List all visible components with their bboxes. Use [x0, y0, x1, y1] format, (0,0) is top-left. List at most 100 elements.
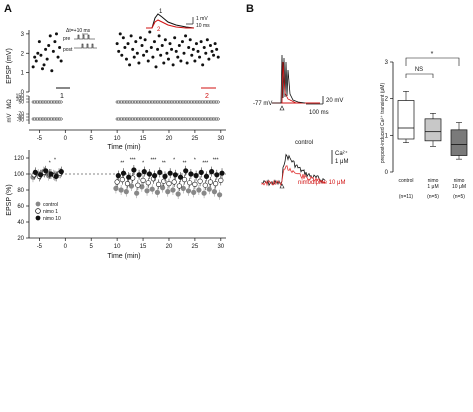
- epsp-mv-point: [198, 55, 202, 59]
- epsp-mv-point: [154, 65, 158, 69]
- epsp-pct-legend: control nimo 1 nimo 10: [35, 201, 61, 222]
- point-nimo-1: [161, 178, 167, 184]
- epsp-mv-point: [151, 55, 155, 59]
- epsp-pct-x-tick-label: 0: [64, 244, 68, 250]
- epsp-mv-point: [177, 44, 181, 47]
- sig-mark: ***: [202, 160, 208, 166]
- epsp-mv-point: [193, 59, 197, 63]
- vm-trace-nimo: [281, 61, 297, 104]
- epsp-mv-point: [157, 34, 161, 38]
- epsp-mv-point: [134, 40, 138, 44]
- epsp-mv-point: [187, 45, 191, 49]
- epsp-mv-point: [215, 47, 219, 51]
- point-nimo-10: [37, 172, 44, 178]
- epsp-mv-ytick-label: 2: [21, 51, 25, 57]
- point-nimo-10: [115, 173, 121, 179]
- point-nimo-10: [53, 173, 59, 179]
- epsp-mv-point: [146, 59, 150, 63]
- epsp-pct-x-tick-label: 15: [140, 244, 147, 250]
- epsp-percent-chart: EPSP (%) 20 40 60 80 100 120 -5 0 5 10 15 20 25 30 *…: [6, 150, 226, 260]
- epsp-mv-ytick-label: 3: [21, 32, 25, 38]
- epsp-mv-point: [140, 44, 144, 47]
- epsp-traces-inset: 1 2 1 mV 10 ms: [146, 9, 210, 33]
- boxplot-yticks: 0 1 2 3: [385, 60, 393, 176]
- a-top-x-tick-label: 15: [140, 136, 147, 142]
- rm-point: [216, 100, 220, 104]
- rm-unit-label: MΩ: [7, 99, 13, 109]
- point-nimo-10: [146, 171, 153, 177]
- point-nimo-1: [197, 178, 203, 184]
- rm-point: [59, 100, 63, 104]
- legend-control-swatch: [35, 201, 41, 207]
- sig-label: *: [431, 51, 434, 58]
- rm-vm-tick-label: -90: [17, 118, 24, 124]
- legend-control: control: [43, 202, 58, 208]
- ca-trace-control: [261, 153, 326, 187]
- a-top-x-tick-label: -5: [37, 136, 43, 142]
- epsp-mv-point: [53, 40, 57, 44]
- epsp-mv-ytick-label: 1: [21, 71, 25, 77]
- inset-post-label: post: [63, 47, 73, 53]
- epsp-mv-point: [212, 53, 216, 57]
- epsp-mv-point: [51, 49, 55, 53]
- epsp-mv-point: [50, 69, 54, 73]
- epsp-mv-point: [143, 38, 147, 42]
- legend-nimo10-swatch: [35, 215, 41, 221]
- sig-bracket: [405, 57, 460, 66]
- point-control: [191, 189, 197, 195]
- boxplot-n-label: (n=5): [427, 194, 439, 200]
- epsp-mv-point: [54, 32, 58, 36]
- sig-mark: **: [120, 160, 124, 166]
- point-nimo-10: [198, 169, 204, 175]
- vm-trace: [272, 54, 306, 104]
- point-control: [201, 190, 207, 196]
- epsp-mv-point: [129, 34, 133, 38]
- epsp-mv-point: [37, 40, 41, 44]
- ns-bracket: [405, 73, 434, 78]
- epsp-mv-point: [47, 44, 51, 47]
- vrest-label: -77 mV: [253, 101, 272, 107]
- boxplot-group-sub: 10 μM: [452, 184, 466, 190]
- point-control: [118, 187, 124, 193]
- epsp-pct-ylabel: EPSP (%): [6, 184, 13, 215]
- sig-mark: *: [49, 160, 51, 166]
- epsp-mv-point: [188, 38, 192, 42]
- point-control: [128, 183, 135, 189]
- significance-marks: * * ** *** * *** ** * ** * *** ***: [49, 157, 219, 166]
- epsp-mv-point: [196, 49, 200, 53]
- point-nimo-1: [181, 177, 188, 183]
- sig-mark: ***: [130, 157, 136, 163]
- epsp-pct-points: [30, 165, 225, 200]
- epsp-mv-point: [148, 30, 152, 34]
- epsp-mv-point: [152, 40, 156, 44]
- epsp-pct-x-tick-label: 20: [166, 244, 173, 250]
- rm-vm-tick-label: 100: [16, 97, 25, 103]
- epsp-mv-point: [202, 45, 206, 49]
- point-nimo-10: [219, 170, 225, 176]
- epsp-mv-point: [42, 63, 46, 67]
- point-nimo-1: [166, 181, 172, 187]
- point-control: [196, 187, 202, 193]
- epsp-mv-point: [194, 42, 198, 46]
- point-nimo-1: [140, 177, 146, 183]
- epsp-mv-point: [33, 55, 37, 59]
- point-nimo-10: [152, 173, 158, 179]
- point-nimo-10: [193, 173, 199, 179]
- epsp-mv-point: [121, 36, 125, 40]
- trace-1: [146, 13, 195, 29]
- ns-label: NS: [415, 67, 423, 73]
- epsp-mv-point: [131, 47, 135, 51]
- point-nimo-10: [209, 169, 215, 175]
- point-nimo-10: [120, 170, 127, 176]
- boxplot-group-label: nimo: [454, 178, 465, 184]
- epsp-mv-point: [137, 61, 141, 65]
- epsp-mv-point: [126, 42, 130, 46]
- epsp-mv-point: [201, 63, 205, 67]
- ca-scale-top: Ca²⁺: [335, 150, 348, 157]
- point-nimo-10: [131, 167, 137, 173]
- epsp-pct-ytick-label: 100: [14, 172, 25, 178]
- epsp-mv-point: [213, 42, 217, 46]
- point-nimo-10: [203, 173, 210, 179]
- epsp-pct-x-tick-label: 25: [192, 244, 199, 250]
